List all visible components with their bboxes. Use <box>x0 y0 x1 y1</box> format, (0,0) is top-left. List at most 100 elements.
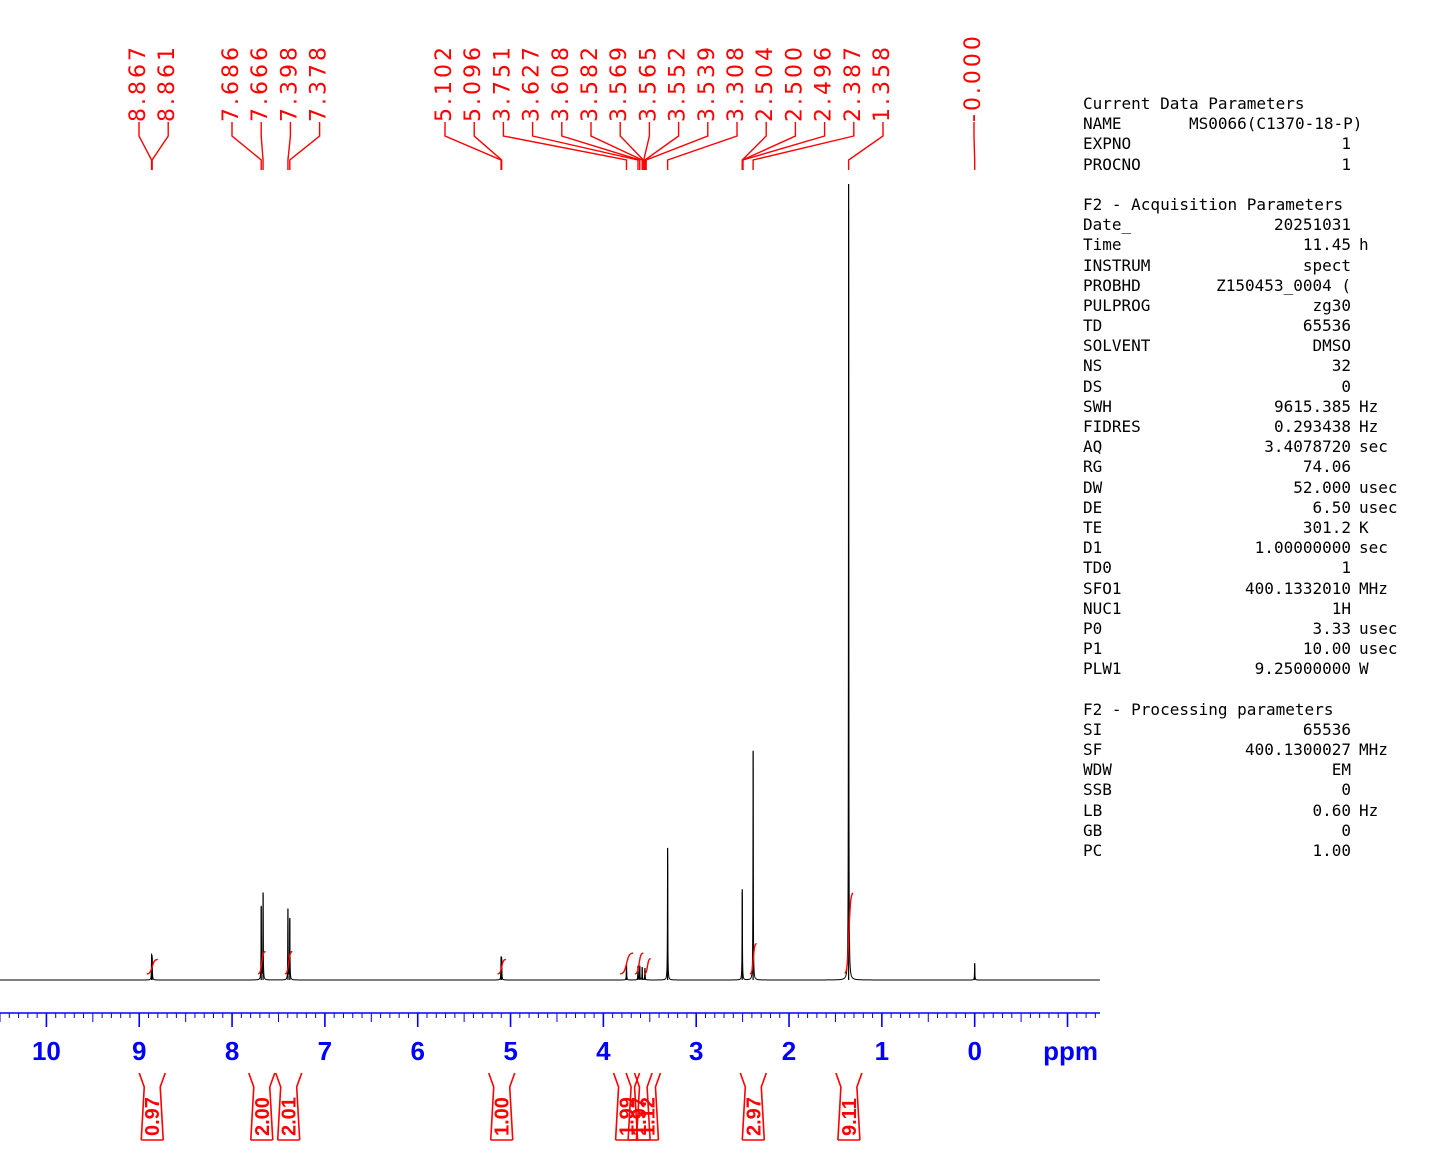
peak-label-leader <box>502 122 628 170</box>
parameter-key: P1 <box>1083 639 1103 659</box>
parameter-value: 0.60 <box>1312 800 1351 820</box>
integral-label: 1.99 <box>612 1072 641 1141</box>
parameter-key: NAME <box>1083 114 1122 134</box>
parameter-row: NAME MS0066(C1370-18-P) <box>1083 114 1433 134</box>
peak-label-group: 8.867 8.861 7.686 7.666 7.398 7.378 5.102 5.096… <box>126 33 986 170</box>
peak-label: 2.496 <box>812 44 837 122</box>
ppm-axis: 10 9 8 7 6 5 4 3 2 1 0 ppm <box>0 1012 1100 1066</box>
parameter-value: zg30 <box>1312 295 1351 315</box>
peak-label-leader <box>847 122 884 170</box>
parameter-value: 32 <box>1331 356 1351 376</box>
parameter-value: 0.293438 <box>1273 417 1351 437</box>
parameter-unit: MHz <box>1359 740 1388 760</box>
parameter-unit: Hz <box>1359 800 1379 820</box>
parameter-row: PC 1.00 <box>1083 841 1433 861</box>
parameter-value: EM <box>1331 760 1351 780</box>
parameter-row: TE 301.2 K <box>1083 518 1433 538</box>
parameter-key: Time <box>1083 235 1122 255</box>
peak-label: 5.096 <box>461 44 486 122</box>
parameter-unit: Hz <box>1359 417 1379 437</box>
peak-label-leader <box>644 122 680 170</box>
parameter-row: SSB 0 <box>1083 780 1433 800</box>
peak-label: 7.666 <box>248 44 273 122</box>
axis-tick-label: 4 <box>596 1036 611 1066</box>
parameter-unit: Hz <box>1359 396 1379 416</box>
parameter-value: 9.25000000 <box>1254 659 1351 679</box>
parameter-value: 3.33 <box>1312 618 1351 638</box>
integral-bracket <box>487 1072 516 1141</box>
parameter-value: 74.06 <box>1302 457 1351 477</box>
parameter-row: P0 3.33 usec <box>1083 619 1433 639</box>
parameter-key: DS <box>1083 376 1103 396</box>
spectrum-line <box>0 209 1100 981</box>
parameter-key: D1 <box>1083 538 1103 558</box>
parameter-unit: MHz <box>1359 578 1388 598</box>
peak-label: 3.569 <box>607 44 632 122</box>
peak-label-leader <box>590 122 643 170</box>
parameter-row: PULPROG zg30 <box>1083 296 1433 316</box>
peak-label-leader <box>666 122 738 170</box>
parameter-value: 6.50 <box>1312 497 1351 517</box>
peak-label-leader <box>742 122 826 170</box>
peak-label-leader <box>473 122 503 170</box>
parameter-row: D1 1.00000000 sec <box>1083 538 1433 558</box>
peak-label: 3.608 <box>549 44 574 122</box>
parameter-key: SWH <box>1083 396 1112 416</box>
parameter-panel: Current Data Parameters NAME MS0066(C1370-… <box>1083 94 1433 881</box>
integral-value: 2.01 <box>279 1097 301 1136</box>
integral-bracket <box>138 1072 166 1141</box>
integral-curve <box>749 942 757 975</box>
peak-label: 7.378 <box>307 44 332 122</box>
parameter-key: PROBHD <box>1083 275 1141 295</box>
peak-label: -0.000 <box>961 33 986 122</box>
integral-value: 0.97 <box>142 1097 164 1136</box>
parameter-row: DW 52.000 usec <box>1083 478 1433 498</box>
integral-bracket <box>625 1072 653 1141</box>
peak-label-leader <box>231 122 262 170</box>
parameter-row: TD 65536 <box>1083 316 1433 336</box>
parameter-row: DS 0 <box>1083 377 1433 397</box>
parameter-value: 1 <box>1341 154 1351 174</box>
peak-label: 7.686 <box>219 44 244 122</box>
parameter-key: FIDRES <box>1083 417 1141 437</box>
parameter-value: 52.000 <box>1293 477 1351 497</box>
parameter-value: 0 <box>1341 780 1351 800</box>
peak-label-leader <box>561 122 641 170</box>
integral-bracket <box>835 1072 863 1141</box>
parameter-section: F2 - Acquisition Parameters Date_ 20251031… <box>1083 195 1433 680</box>
parameter-value: 10.00 <box>1302 639 1351 659</box>
integral-value: 1.00 <box>492 1097 514 1136</box>
parameter-value: 1.00 <box>1312 840 1351 860</box>
integral-bracket <box>248 1072 276 1141</box>
axis-tick-label: 7 <box>318 1036 332 1066</box>
parameter-row: FIDRES 0.293438 Hz <box>1083 417 1433 437</box>
parameter-value: 65536 <box>1302 719 1351 739</box>
peak-label: 2.504 <box>753 44 778 122</box>
parameter-section-title: F2 - Acquisition Parameters <box>1083 194 1344 214</box>
parameter-key: P0 <box>1083 618 1103 638</box>
parameter-row: P1 10.00 usec <box>1083 639 1433 659</box>
integral-curve-group <box>146 892 854 975</box>
parameter-row: WDW EM <box>1083 760 1433 780</box>
peak-label-leader <box>741 122 767 170</box>
parameter-value: 301.2 <box>1302 517 1351 537</box>
parameter-key: Date_ <box>1083 215 1132 235</box>
parameter-value: 1 <box>1341 134 1351 154</box>
integral-curve <box>619 952 634 975</box>
parameter-value: 11.45 <box>1302 235 1351 255</box>
peak-label: 1.358 <box>870 44 895 122</box>
parameter-value: 0 <box>1341 376 1351 396</box>
integral-label: 2.97 <box>739 1072 768 1141</box>
integral-curve <box>146 958 158 975</box>
integral-label: 1.00 <box>487 1072 516 1141</box>
parameter-key: SI <box>1083 719 1103 739</box>
integral-label: 1.12 <box>633 1072 662 1141</box>
parameter-value: spect <box>1302 255 1351 275</box>
peak-label: 7.398 <box>277 44 302 122</box>
peak-label-leader <box>138 122 153 170</box>
peak-label: 8.867 <box>126 44 151 122</box>
axis-title: ppm <box>1043 1036 1098 1066</box>
parameter-key: PLW1 <box>1083 659 1122 679</box>
parameter-value: 0 <box>1341 820 1351 840</box>
parameter-key: NUC1 <box>1083 598 1122 618</box>
